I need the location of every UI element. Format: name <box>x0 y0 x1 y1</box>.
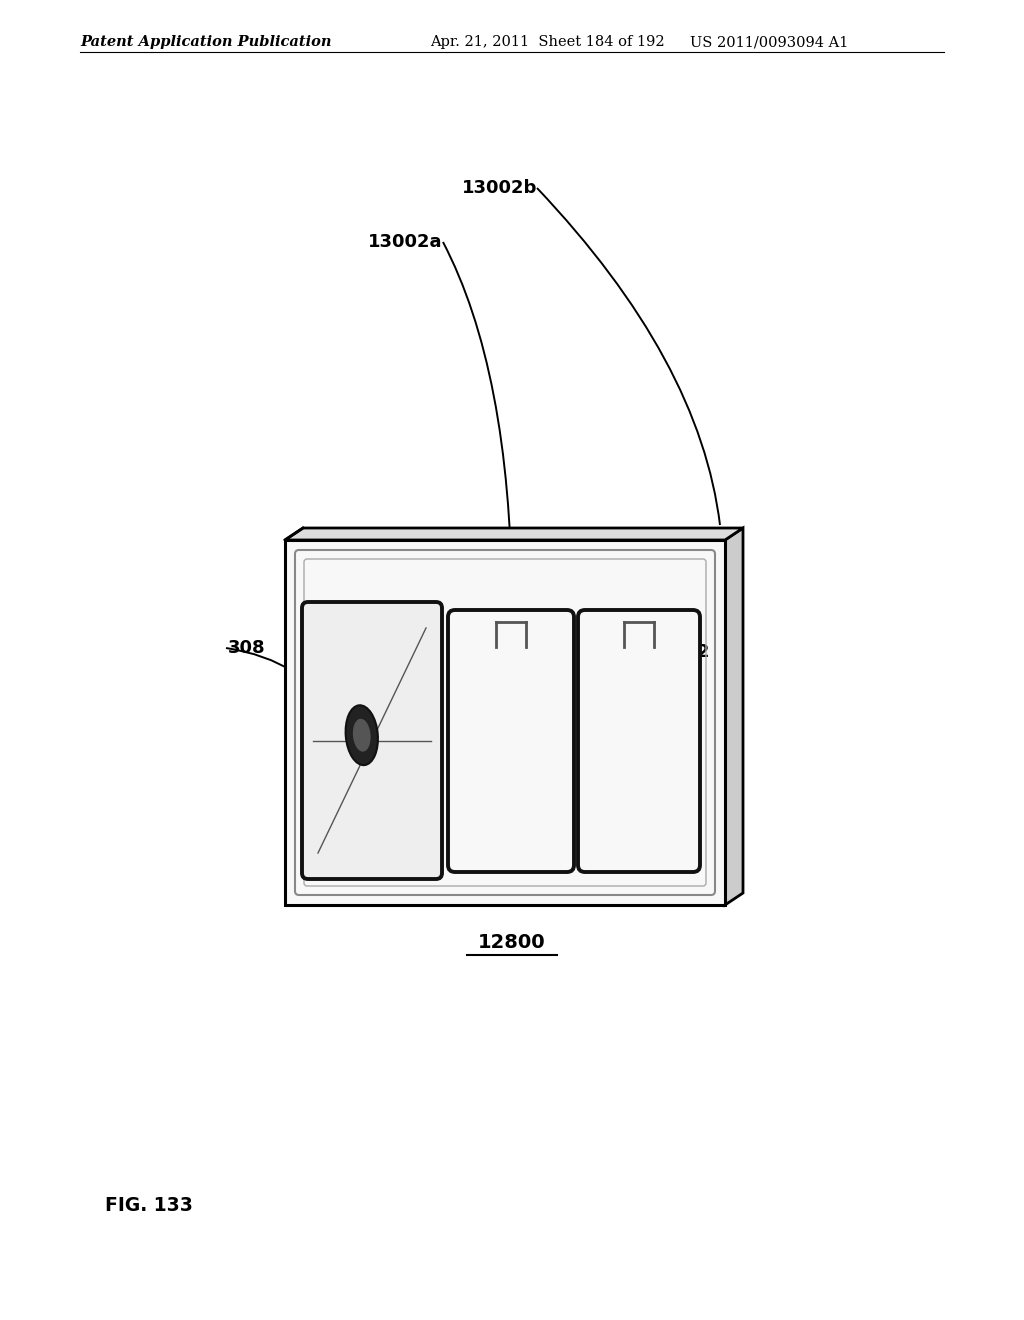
Polygon shape <box>285 540 725 906</box>
Polygon shape <box>725 528 743 906</box>
Polygon shape <box>285 528 743 540</box>
Text: US 2011/0093094 A1: US 2011/0093094 A1 <box>690 36 848 49</box>
Text: 308: 308 <box>228 639 265 657</box>
Text: 13202: 13202 <box>648 643 711 661</box>
Text: 13002a: 13002a <box>368 234 442 251</box>
Text: Apr. 21, 2011  Sheet 184 of 192: Apr. 21, 2011 Sheet 184 of 192 <box>430 36 665 49</box>
FancyBboxPatch shape <box>449 610 574 873</box>
Ellipse shape <box>346 705 378 766</box>
Text: 13002b: 13002b <box>462 180 538 197</box>
Text: Patent Application Publication: Patent Application Publication <box>80 36 332 49</box>
FancyBboxPatch shape <box>578 610 700 873</box>
Text: 12800: 12800 <box>478 933 546 952</box>
Ellipse shape <box>353 719 371 751</box>
Text: FIG. 133: FIG. 133 <box>105 1196 193 1214</box>
FancyBboxPatch shape <box>302 602 442 879</box>
